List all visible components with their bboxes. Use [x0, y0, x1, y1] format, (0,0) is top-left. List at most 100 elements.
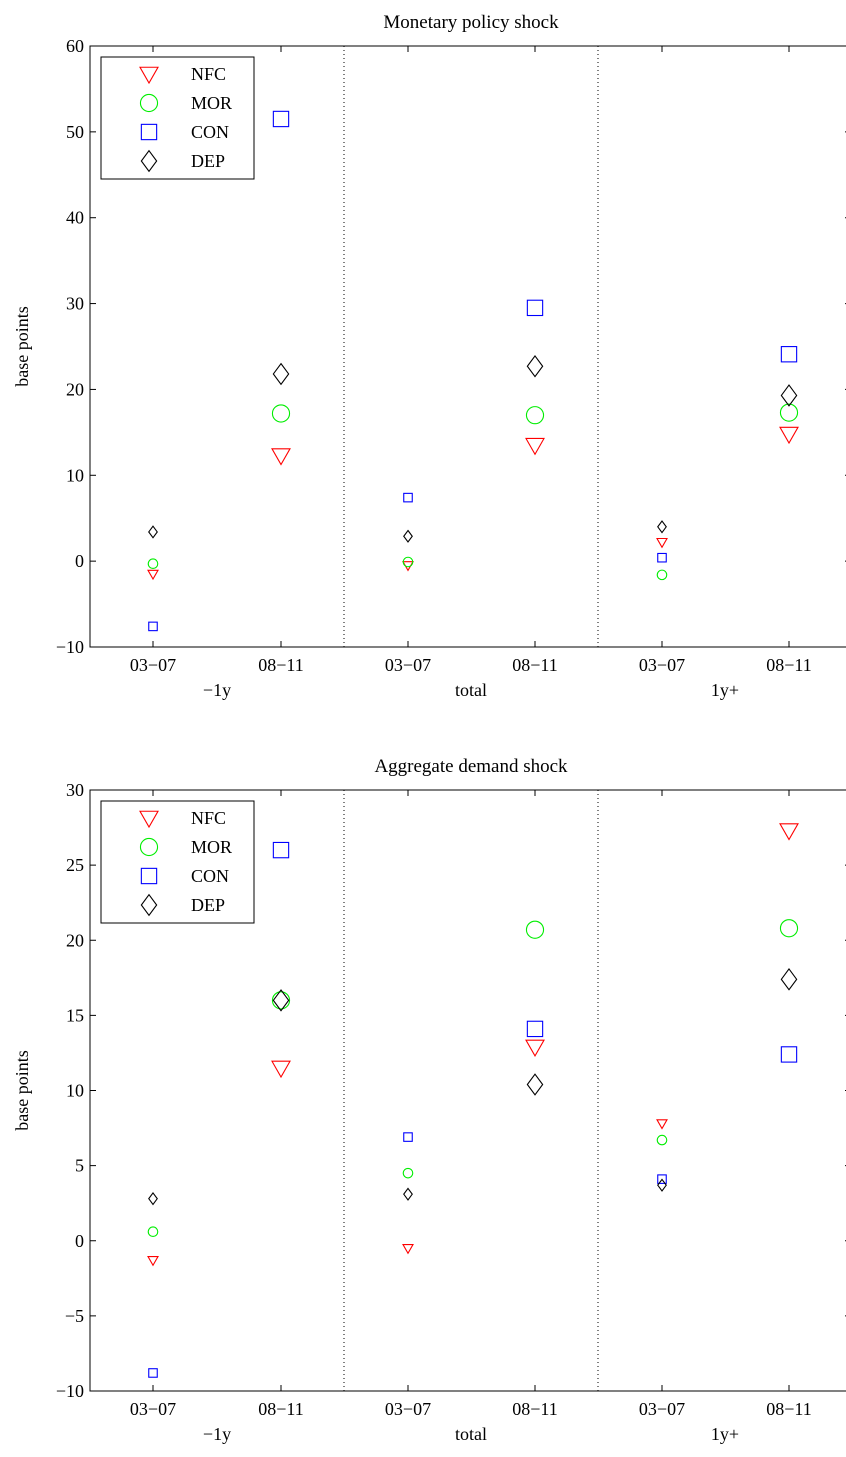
x-group-label: −1y: [203, 1424, 231, 1444]
y-tick-label: 30: [66, 780, 84, 800]
x-tick-label: 08−11: [512, 1399, 557, 1419]
y-tick-label: 40: [66, 208, 84, 228]
y-axis-label: base points: [12, 1050, 32, 1131]
x-tick-label: 08−11: [512, 655, 557, 675]
data-point-con: [148, 1368, 158, 1378]
data-point-mor: [779, 403, 799, 422]
data-point-nfc: [779, 426, 799, 445]
x-group-label: total: [455, 1424, 487, 1444]
data-point-nfc: [271, 448, 291, 466]
chart-panel-monetary-policy-shock: Monetary policy shock base points −10 0 10 20…: [12, 12, 846, 700]
data-point-mor: [779, 919, 799, 938]
x-group-label: 1y+: [711, 1424, 739, 1444]
x-tick-label: 08−11: [258, 655, 303, 675]
data-point-nfc: [779, 823, 799, 841]
data-point-mor: [271, 404, 291, 423]
y-tick-label: −5: [65, 1306, 84, 1326]
data-point-nfc: [402, 561, 414, 572]
y-tick-label: 0: [75, 551, 84, 571]
data-point-con: [526, 299, 544, 317]
plot-frame: [89, 45, 846, 648]
data-point-con: [657, 1174, 667, 1184]
x-tick-label: 03−07: [130, 1399, 176, 1419]
data-point-mor: [525, 406, 545, 425]
legend-marker-nfc: [139, 66, 159, 85]
data-point-nfc: [656, 537, 668, 549]
legend-marker-mor: [139, 837, 159, 857]
legend-marker-nfc: [139, 810, 159, 829]
data-point-con: [272, 110, 290, 128]
data-point-con: [657, 552, 667, 563]
data-point-con: [403, 1132, 413, 1142]
chart-panel-aggregate-demand-shock: Aggregate demand shock base points −10 −5 0 5…: [12, 756, 846, 1444]
data-point-nfc: [147, 569, 159, 581]
x-tick-label: 03−07: [639, 655, 685, 675]
y-tick-label: 60: [66, 36, 84, 56]
x-group-label: total: [455, 680, 487, 700]
x-tick-label: 08−11: [766, 655, 811, 675]
data-point-dep: [148, 1192, 158, 1206]
y-tick-label: 10: [66, 1081, 84, 1101]
legend-label-nfc: NFC: [191, 808, 226, 828]
data-point-mor: [147, 1226, 159, 1238]
chart-title: Aggregate demand shock: [374, 756, 568, 777]
x-tick-label: 03−07: [385, 1399, 431, 1419]
data-point-nfc: [525, 1039, 545, 1058]
data-point-nfc: [525, 437, 545, 456]
legend-marker-dep: [140, 149, 158, 173]
data-point-con: [780, 1046, 798, 1063]
x-tick-label: 08−11: [258, 1399, 303, 1419]
y-tick-label: 15: [66, 1005, 84, 1025]
x-tick-label: 08−11: [766, 1399, 811, 1419]
data-point-con: [780, 346, 798, 363]
y-tick-label: 20: [66, 379, 84, 399]
legend-marker-dep: [140, 893, 158, 917]
data-point-dep: [272, 362, 290, 386]
data-point-con: [403, 492, 413, 503]
data-point-mor: [402, 1167, 414, 1179]
legend: NFC MOR CON DEP: [100, 56, 255, 180]
x-tick-label: 03−07: [130, 655, 176, 675]
data-point-nfc: [402, 1243, 414, 1255]
data-point-mor: [525, 920, 545, 939]
data-point-dep: [526, 354, 544, 378]
data-point-dep: [272, 989, 290, 1012]
data-point-mor: [656, 569, 668, 581]
data-point-dep: [657, 1178, 667, 1192]
data-point-nfc: [656, 1119, 668, 1130]
data-point-mor: [271, 991, 291, 1010]
data-point-dep: [403, 529, 413, 543]
legend-box: [100, 56, 255, 180]
data-point-dep: [526, 1073, 544, 1096]
y-tick-label: 30: [66, 294, 84, 314]
y-tick-label: 25: [66, 855, 84, 875]
chart-title: Monetary policy shock: [383, 12, 559, 33]
x-tick-label: 03−07: [639, 1399, 685, 1419]
data-point-nfc: [271, 1060, 291, 1079]
y-tick-label: −10: [56, 637, 84, 657]
legend-marker-mor: [139, 93, 159, 113]
data-point-con: [526, 1020, 544, 1038]
y-tick-label: −10: [56, 1381, 84, 1401]
data-point-dep: [148, 525, 158, 539]
legend-label-dep: DEP: [191, 151, 225, 171]
legend: NFC MOR CON DEP: [100, 800, 255, 924]
y-tick-label: 20: [66, 930, 84, 950]
legend-label-nfc: NFC: [191, 64, 226, 84]
legend-marker-con: [140, 123, 158, 141]
x-tick-label: 03−07: [385, 655, 431, 675]
x-group-label: −1y: [203, 680, 231, 700]
data-point-mor: [147, 558, 159, 570]
y-tick-label: 0: [75, 1231, 84, 1251]
data-point-dep: [780, 384, 798, 407]
x-group-label: 1y+: [711, 680, 739, 700]
y-tick-label: 50: [66, 122, 84, 142]
y-axis-label: base points: [12, 306, 32, 387]
data-point-con: [272, 841, 290, 859]
data-point-con: [148, 621, 158, 632]
y-tick-label: 5: [75, 1156, 84, 1176]
legend-box: [100, 800, 255, 924]
data-point-mor: [656, 1134, 668, 1146]
data-point-dep: [780, 968, 798, 991]
